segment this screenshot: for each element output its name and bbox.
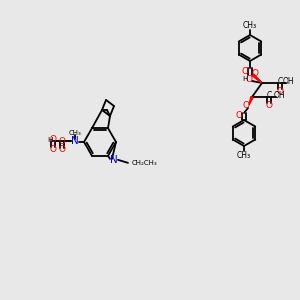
Text: O: O [50, 136, 56, 145]
Text: CH₂CH₃: CH₂CH₃ [132, 160, 158, 166]
Text: O: O [251, 70, 259, 79]
Text: O: O [242, 101, 250, 110]
Text: C: C [278, 77, 283, 86]
Text: O: O [242, 67, 248, 76]
Text: O: O [50, 146, 56, 154]
Polygon shape [252, 74, 262, 83]
Text: C: C [266, 92, 272, 100]
Text: CH₃: CH₃ [237, 151, 251, 160]
Text: O: O [277, 86, 284, 95]
Text: OH: OH [273, 92, 285, 100]
Text: N: N [110, 155, 118, 165]
Text: CH₃: CH₃ [69, 130, 81, 136]
Text: O: O [236, 112, 242, 121]
Text: H: H [47, 137, 53, 143]
Text: H: H [242, 76, 248, 82]
Text: O: O [266, 100, 272, 109]
Text: O: O [58, 136, 65, 146]
Text: N: N [71, 136, 79, 146]
Text: OH: OH [282, 77, 294, 86]
Polygon shape [249, 97, 253, 105]
Text: O: O [245, 76, 253, 85]
Text: CH₃: CH₃ [243, 22, 257, 31]
Text: O: O [58, 146, 65, 154]
